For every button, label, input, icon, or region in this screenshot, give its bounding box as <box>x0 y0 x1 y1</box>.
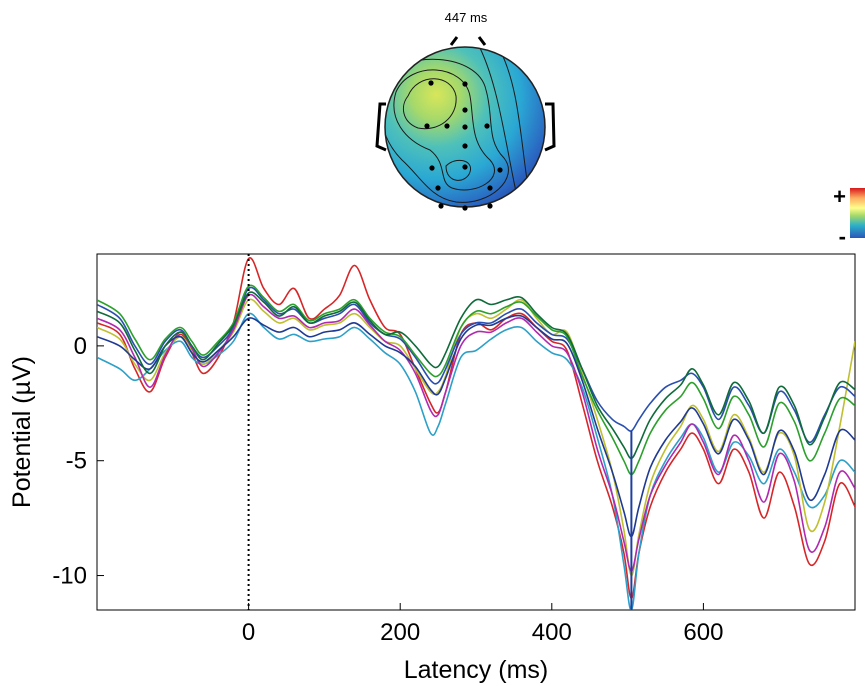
electrode-marker <box>424 123 430 129</box>
erp-series-line <box>97 284 855 476</box>
electrode-marker <box>462 81 468 87</box>
colorbar: + - <box>833 184 865 249</box>
electrode-marker <box>462 124 468 130</box>
electrode-marker <box>438 203 444 209</box>
erp-series-line <box>97 286 855 444</box>
head-nose-icon <box>449 36 487 46</box>
electrode-marker <box>444 123 450 129</box>
erp-series-line <box>97 314 855 538</box>
y-tick-label: 0 <box>74 333 87 360</box>
electrode-marker <box>462 205 468 211</box>
erp-series-line <box>97 312 855 610</box>
y-axis-title: Potential (µV) <box>8 356 36 508</box>
erp-series-line <box>97 291 855 460</box>
electrode-marker <box>462 107 468 113</box>
x-tick-label: 600 <box>683 619 723 646</box>
erp-series-line <box>97 298 855 577</box>
y-tick-label: -5 <box>66 448 87 475</box>
electrode-markers <box>424 80 503 211</box>
electrode-marker <box>497 167 503 173</box>
electrode-marker <box>487 185 493 191</box>
head-left-ear-icon <box>375 102 387 152</box>
electrode-marker <box>429 165 435 171</box>
x-tick-label: 200 <box>380 619 420 646</box>
electrode-marker <box>487 203 493 209</box>
electrode-marker <box>462 143 468 149</box>
series-layer <box>97 257 855 610</box>
tick-layer: 0 200 400 600 0 -5 -10 <box>52 333 723 646</box>
colorbar-minus-label: - <box>839 224 846 249</box>
electrode-marker <box>428 80 434 86</box>
erp-plot: 0 200 400 600 0 -5 -10 Latency (ms) Potential … <box>8 253 856 684</box>
head-right-ear-icon <box>544 102 556 152</box>
electrode-marker <box>435 185 441 191</box>
erp-series-line <box>97 293 855 572</box>
electrode-marker <box>462 164 468 170</box>
colorbar-plus-label: + <box>833 184 846 209</box>
y-tick-label: -10 <box>52 563 87 590</box>
x-tick-label: 400 <box>532 619 572 646</box>
x-tick-label: 0 <box>242 619 255 646</box>
colorbar-gradient <box>850 188 865 238</box>
plot-area <box>96 253 856 611</box>
topomap: 447 ms <box>375 10 556 211</box>
topomap-title: 447 ms <box>445 10 488 25</box>
x-axis-title: Latency (ms) <box>404 656 548 684</box>
electrode-marker <box>484 123 490 129</box>
